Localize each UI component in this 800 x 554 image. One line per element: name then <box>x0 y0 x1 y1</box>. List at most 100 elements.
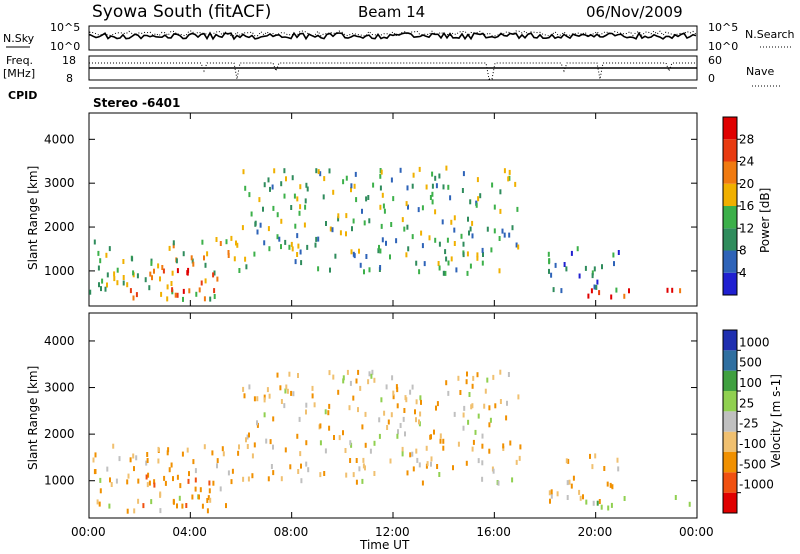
velocity-cell <box>481 476 484 482</box>
velocity-cell <box>248 432 250 438</box>
power-cell <box>417 207 420 213</box>
power-cell <box>392 196 395 202</box>
velocity-cell <box>167 447 170 453</box>
velocity-cell <box>92 457 95 463</box>
power-cell <box>101 278 104 284</box>
velocity-cell <box>429 434 432 440</box>
velocity-cell <box>251 453 254 459</box>
velocity-cell <box>567 458 570 464</box>
power-cell <box>317 169 320 175</box>
power-cell <box>359 262 362 268</box>
velocity-cell <box>466 371 468 377</box>
velocity-cell <box>188 471 190 477</box>
power-cell <box>276 212 279 218</box>
velocity-cell <box>299 451 302 457</box>
velocity-cell <box>94 452 97 458</box>
sky-right-tick-bottom: 10^0 <box>708 40 738 53</box>
power-cell <box>450 219 453 225</box>
power-cell <box>300 260 303 266</box>
velocity-cell <box>246 434 249 440</box>
velocity-cell <box>284 447 287 453</box>
velocity-cell <box>207 495 210 501</box>
x-axis-label: Time UT <box>359 538 410 552</box>
velocity-cell <box>518 455 521 461</box>
velocity-cell <box>324 448 327 454</box>
power-colorbar-tick-label: 16 <box>739 199 754 213</box>
power-cell <box>612 252 615 258</box>
velocity-cell <box>323 471 326 476</box>
power-cell <box>299 184 302 190</box>
power-cell <box>389 254 391 260</box>
power-cell <box>385 240 387 246</box>
power-cell <box>190 255 193 261</box>
power-cell <box>219 241 222 246</box>
power-colorbar-tick-label: 8 <box>739 244 747 258</box>
velocity-colorbar-swatch <box>723 350 737 371</box>
velocity-cell <box>256 396 259 402</box>
power-cell <box>242 169 245 175</box>
power-colorbar-tick-label: 20 <box>739 177 754 191</box>
velocity-cell <box>245 437 247 443</box>
velocity-cell <box>442 445 445 451</box>
power-cell <box>206 251 209 257</box>
power-cell <box>248 192 251 198</box>
power-colorbar-swatch <box>723 161 737 184</box>
power-cell <box>511 225 514 231</box>
power-cell <box>381 237 384 243</box>
power-cell <box>482 252 484 257</box>
velocity-cell <box>300 478 303 484</box>
velocity-cell <box>355 378 358 384</box>
power-cell <box>284 239 287 245</box>
velocity-cell <box>415 399 418 405</box>
velocity-cell <box>181 503 184 509</box>
power-cell <box>350 187 352 193</box>
power-cell <box>288 244 291 250</box>
velocity-cell <box>550 493 553 499</box>
power-cell <box>453 227 456 233</box>
velocity-cell <box>280 476 283 482</box>
velocity-cell <box>279 385 282 391</box>
power-cell <box>122 259 125 264</box>
velocity-cell <box>462 412 465 418</box>
power-cell <box>230 235 233 241</box>
velocity-cell <box>311 385 314 391</box>
x-tick-label: 08:00 <box>274 525 309 539</box>
velocity-cell <box>550 489 553 495</box>
power-cell <box>172 243 175 249</box>
freq-label: Freq. <box>6 54 33 67</box>
power-cell <box>560 288 563 294</box>
power-cell <box>297 243 300 249</box>
velocity-cell <box>296 433 299 439</box>
power-cell <box>411 183 414 189</box>
power-cell <box>203 255 205 261</box>
velocity-colorbar-swatch <box>723 492 737 513</box>
velocity-cell <box>185 503 188 508</box>
velocity-cell <box>222 451 225 457</box>
power-cell <box>98 282 100 288</box>
power-cell <box>471 220 474 226</box>
velocity-cell <box>492 468 495 474</box>
power-colorbar: 4 8 12 16 20 24 28 <box>722 116 754 296</box>
velocity-cell <box>486 377 489 383</box>
power-cell <box>476 252 479 258</box>
velocity-cell <box>163 475 166 481</box>
velocity-cell <box>192 459 195 465</box>
velocity-cell <box>419 411 422 417</box>
power-cell <box>438 173 441 179</box>
velocity-cell <box>179 483 182 489</box>
velocity-cell <box>290 390 293 396</box>
power-cell <box>447 184 450 190</box>
power-cell <box>379 248 382 254</box>
power-cell <box>176 268 179 274</box>
velocity-cell <box>146 452 149 457</box>
power-cell <box>304 204 307 210</box>
power-cell <box>325 221 327 226</box>
power-cell <box>256 229 259 235</box>
power-cell <box>481 247 484 253</box>
power-cell <box>447 260 450 266</box>
velocity-cell <box>474 429 477 435</box>
velocity-colorbar-tick-label: -25 <box>739 417 759 431</box>
power-ytick-label: 1000 <box>44 264 75 278</box>
velocity-cell <box>327 410 330 416</box>
